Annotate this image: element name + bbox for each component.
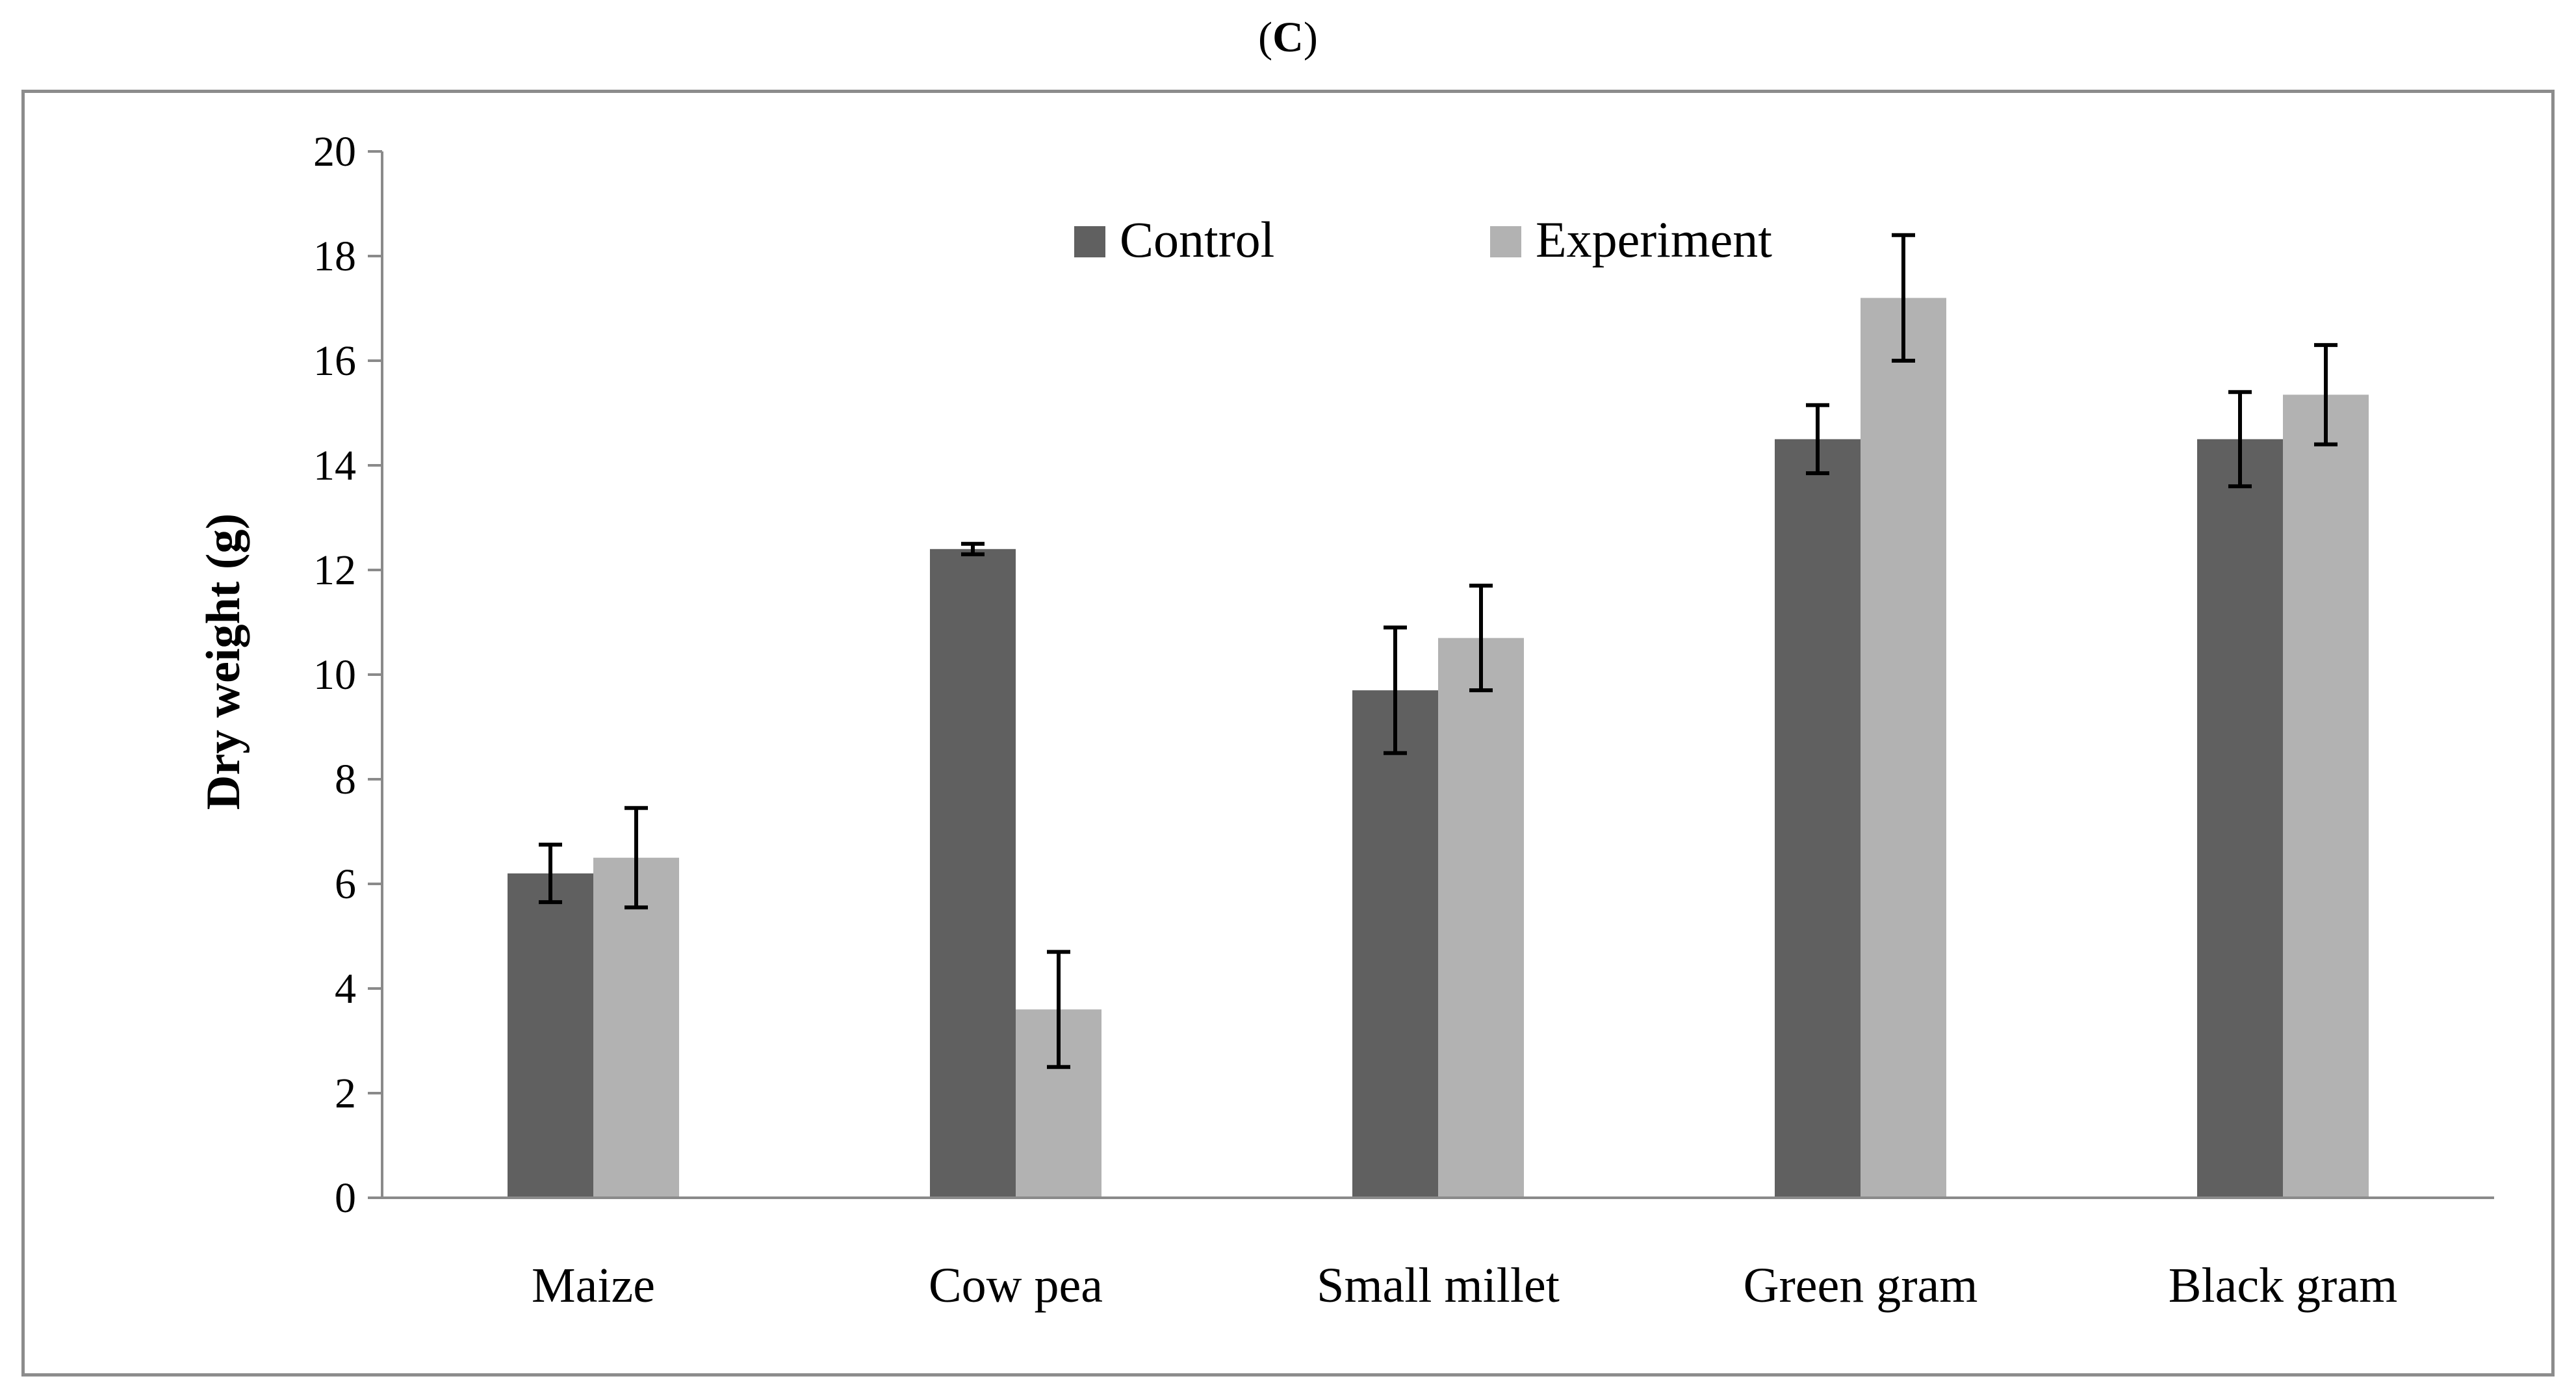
y-tick-label: 4 [335,965,356,1013]
bar-experiment-maize [593,857,679,1198]
bar-experiment-black-gram [2283,394,2369,1198]
error-bars-group [539,233,2338,1069]
x-tick-label: Small millet [1317,1258,1560,1313]
legend-swatch-control [1074,226,1105,257]
y-axis-title: Dry weight (g) [197,513,250,810]
y-tick-label: 6 [335,860,356,908]
panel-open-paren: ( [1258,14,1273,61]
legend-swatch-experiment [1490,226,1521,257]
panel-close-paren: ) [1303,14,1318,61]
x-tick-label: Green gram [1744,1258,1978,1313]
bar-control-green-gram [1775,439,1861,1198]
bar-experiment-green-gram [1861,298,1946,1198]
bar-control-small-millet [1352,690,1438,1198]
y-tick-label: 2 [335,1070,356,1117]
x-tick-label: Black gram [2169,1258,2397,1313]
axes-group: 0 2 4 6 8 10 12 14 16 18 20 Maize Cow pea Small mille… [197,128,2494,1313]
y-tick-label: 8 [335,756,356,803]
y-tick-label: 12 [313,547,356,594]
x-tick-label: Cow pea [929,1258,1103,1313]
y-tick-label: 14 [313,442,356,489]
legend-label-control: Control [1120,211,1274,268]
panel-letter: C [1272,14,1304,61]
legend-label-experiment: Experiment [1536,211,1772,268]
bars-group [508,298,2369,1198]
bar-experiment-small-millet [1438,638,1524,1198]
y-tick-label: 16 [313,337,356,385]
chart-frame: 0 2 4 6 8 10 12 14 16 18 20 Maize Cow pea Small mille… [21,90,2555,1377]
y-tick-label: 18 [313,233,356,280]
x-tick-label: Maize [532,1258,655,1313]
y-tick-label: 20 [313,128,356,175]
legend: Control Experiment [1074,211,1772,268]
y-tick-label: 10 [313,651,356,699]
bar-chart: 0 2 4 6 8 10 12 14 16 18 20 Maize Cow pea Small mille… [197,128,2494,1313]
bar-control-black-gram [2197,439,2283,1198]
bar-control-maize [508,873,593,1198]
bar-control-cow-pea [930,549,1016,1198]
panel-label: (C) [0,13,2576,62]
y-tick-label: 0 [335,1174,356,1222]
